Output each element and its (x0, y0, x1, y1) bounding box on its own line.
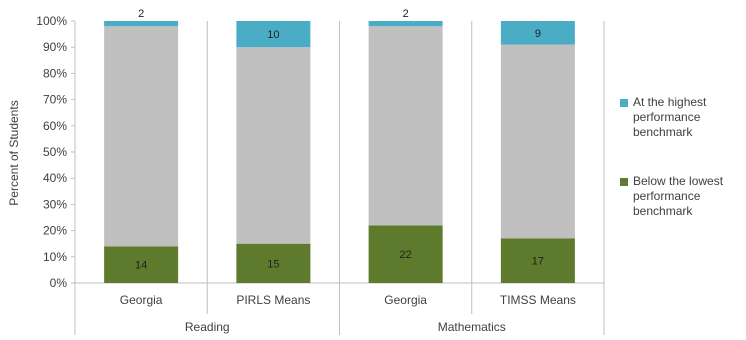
y-tick-label: 60% (43, 119, 67, 133)
y-tick-label: 100% (36, 14, 67, 28)
y-tick-label: 30% (43, 197, 67, 211)
legend-item-lowest: Below the lowest performance benchmark (620, 174, 738, 219)
bar-segment-below-lowest (236, 243, 311, 283)
legend-label-highest: At the highest performance benchmark (633, 95, 707, 139)
legend-swatch-highest (620, 99, 628, 107)
bars (104, 21, 575, 283)
data-label-at-highest: 2 (138, 8, 144, 20)
bar-segment-at-highest (104, 21, 179, 27)
data-label-at-highest: 10 (267, 29, 279, 41)
bar-segment-middle (104, 26, 179, 247)
y-tick-label: 40% (43, 171, 67, 185)
y-tick-label: 90% (43, 40, 67, 54)
data-label-below-lowest: 17 (532, 256, 544, 268)
legend-swatch-lowest (620, 178, 628, 186)
bar-segment-below-lowest (104, 246, 179, 283)
x-group-label: Mathematics (438, 320, 506, 334)
x-category-label: Georgia (384, 293, 427, 307)
bar-segment-below-lowest (368, 225, 443, 283)
y-tick-label: 10% (43, 250, 67, 264)
y-axis-title: Percent of Students (7, 100, 21, 205)
bar-segment-below-lowest (500, 238, 575, 283)
legend-item-highest: At the highest performance benchmark (620, 95, 738, 140)
x-category-label: PIRLS Means (236, 293, 310, 307)
bar-segment-at-highest (236, 21, 311, 48)
y-tick-label: 20% (43, 224, 67, 238)
bar-segment-middle (236, 47, 311, 244)
data-label-at-highest: 9 (535, 28, 541, 40)
axes: 0% 10% 20% 30% 40% 50% 60% 70% 80% 90% 100% (36, 14, 605, 335)
bar-segment-at-highest (368, 21, 443, 27)
y-tick-label: 70% (43, 93, 67, 107)
x-category-label: TIMSS Means (500, 293, 576, 307)
legend-label-lowest: Below the lowest performance benchmark (633, 174, 724, 218)
x-group-label: Reading (185, 320, 230, 334)
data-label-at-highest: 2 (403, 8, 409, 20)
data-label-below-lowest: 14 (135, 260, 147, 272)
bar-segment-middle (368, 26, 443, 226)
y-tick-label: 80% (43, 66, 67, 80)
data-label-below-lowest: 22 (400, 249, 412, 261)
y-tick-label: 0% (50, 276, 68, 290)
bar-segment-middle (500, 44, 575, 239)
bar-segment-at-highest (500, 21, 575, 45)
y-tick-label: 50% (43, 145, 67, 159)
data-label-below-lowest: 15 (267, 258, 279, 270)
x-category-label: Georgia (120, 293, 163, 307)
